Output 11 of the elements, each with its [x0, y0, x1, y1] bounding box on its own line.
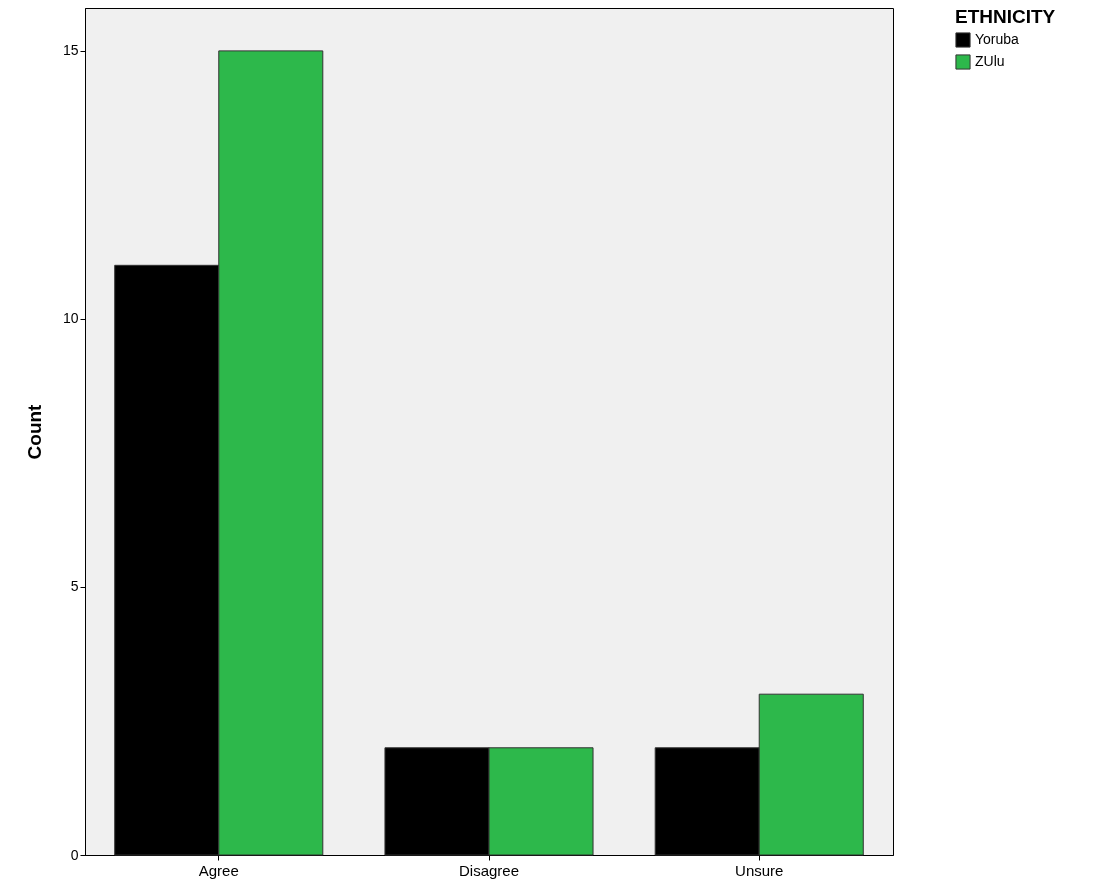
- x-tick-label: Agree: [198, 861, 239, 879]
- y-tick-label: 10: [62, 310, 79, 327]
- x-tick-label: Unsure: [735, 861, 784, 879]
- y-tick-label: 0: [70, 846, 79, 863]
- y-tick-label: 5: [70, 578, 79, 595]
- legend-title: ETHNICITY: [955, 6, 1056, 27]
- y-tick-label: 15: [62, 42, 79, 59]
- legend-label: ZUlu: [975, 53, 1005, 69]
- legend-label: Yoruba: [975, 31, 1020, 47]
- y-axis-title: Count: [23, 403, 45, 460]
- x-tick-label: Disagree: [458, 861, 520, 879]
